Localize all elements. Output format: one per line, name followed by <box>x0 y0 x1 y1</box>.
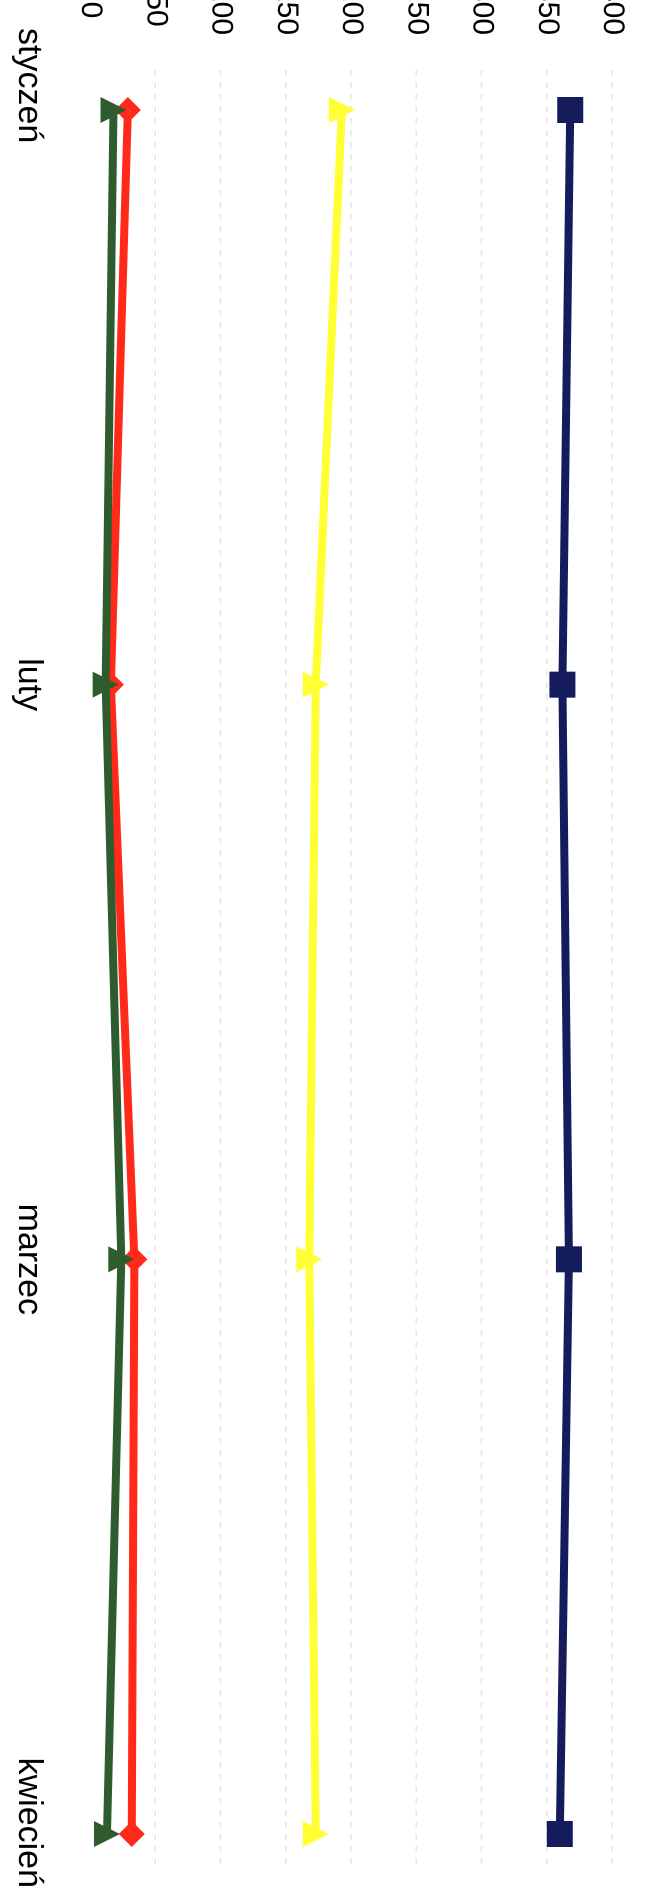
x-axis-categories: styczeń luty marzec kwiecień <box>11 28 49 1888</box>
x-category-label: marzec <box>11 1204 49 1315</box>
series-line <box>101 109 126 1835</box>
x-category-label: luty <box>11 658 49 711</box>
series-group <box>92 97 584 1847</box>
x-category-label: kwiecień <box>11 1758 49 1888</box>
y-tick-label: 400 <box>597 0 630 35</box>
data-point <box>546 1821 573 1847</box>
data-point <box>557 97 584 123</box>
y-tick-label: 200 <box>336 0 369 35</box>
data-point <box>92 671 119 698</box>
grid <box>154 70 613 1870</box>
series-line <box>555 109 575 1835</box>
data-point <box>114 97 141 123</box>
series-2 <box>296 97 355 1847</box>
y-tick-label: 50 <box>140 0 173 27</box>
series-line <box>106 109 139 1835</box>
x-category-label: styczeń <box>11 28 49 143</box>
y-tick-label: 100 <box>206 0 239 35</box>
y-tick-label: 250 <box>401 0 434 35</box>
series-3 <box>97 97 148 1847</box>
series-4 <box>92 97 135 1847</box>
y-tick-label: 300 <box>467 0 500 35</box>
y-tick-label: 350 <box>532 0 565 35</box>
series-1 <box>546 97 584 1847</box>
series-line <box>305 109 346 1835</box>
data-point <box>118 1821 145 1847</box>
data-point <box>302 671 329 698</box>
data-point <box>549 671 576 698</box>
data-point <box>302 1821 329 1847</box>
y-axis-ticks: 0 50 100 150 200 250 300 350 400 <box>75 0 630 35</box>
data-point <box>328 97 355 123</box>
data-point <box>555 1246 582 1273</box>
y-tick-label: 150 <box>271 0 304 35</box>
data-point <box>296 1246 323 1273</box>
data-point <box>121 1246 148 1273</box>
y-tick-label: 0 <box>75 2 108 19</box>
data-point <box>108 1246 135 1273</box>
data-point <box>100 97 127 123</box>
data-point <box>93 1821 120 1847</box>
